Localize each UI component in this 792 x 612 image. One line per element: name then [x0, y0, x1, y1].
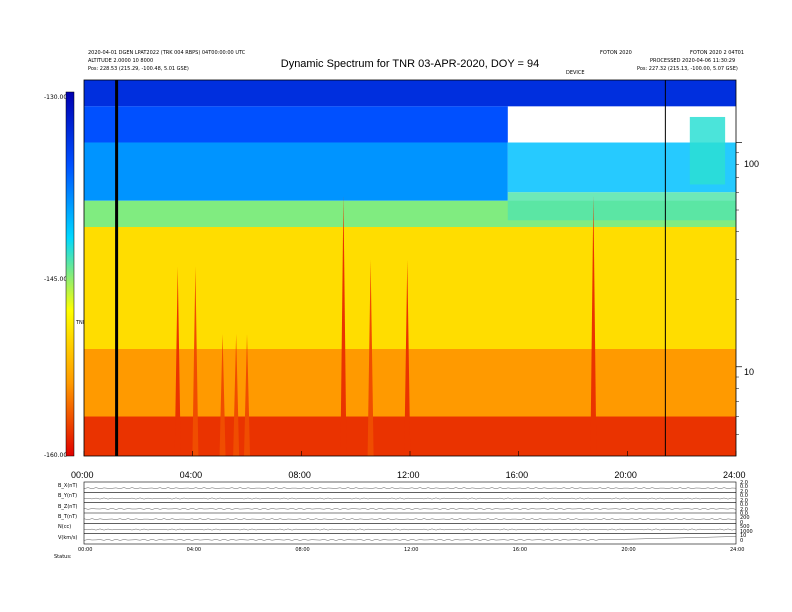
header-right-line1: FOTON 2020: [600, 50, 632, 56]
sub-panel-label: V(km/s): [58, 534, 78, 541]
sub-panel-trace: [83, 518, 736, 521]
spectrum-burst-5: [340, 195, 347, 457]
sub-panel-right-tick: 1000: [740, 528, 753, 535]
spectrum-burst-1: [192, 266, 199, 456]
sub-panel-right-tick: 0.0: [740, 511, 748, 517]
sub-panel-right-tick: 0: [740, 537, 744, 544]
y-tick-100: 100: [744, 159, 760, 169]
sub-panel-label: B_X(nT): [58, 483, 78, 489]
spectrum-band-0: [84, 80, 736, 107]
spectrum-burst-4: [244, 333, 250, 456]
sub-panel-x-tick: 04:00: [186, 547, 202, 553]
spectrum-band-1: [84, 106, 508, 143]
sub-panel-right-tick: 500: [740, 524, 750, 531]
spectrum-overlay-2: [689, 116, 726, 185]
sub-panel-x-tick: 08:00: [295, 547, 310, 553]
chart-title: Dynamic Spectrum for TNR 03-APR-2020, DO…: [280, 58, 540, 70]
sub-panel-right-tick: 2.0: [740, 488, 748, 495]
sub-panel-right-tick: 2.0: [740, 480, 748, 486]
spectrum-burst-0: [174, 266, 181, 456]
x-tick-label: 20:00: [614, 470, 637, 480]
sub-panel-trace: [83, 528, 737, 531]
header-center-small: DEVICE: [566, 70, 585, 76]
sub-panel-right-tick: 0.0: [740, 493, 748, 500]
spectrum-area: [84, 80, 736, 457]
spectrum-band-2: [84, 142, 508, 201]
sub-panel-x-tick: 20:00: [621, 547, 636, 553]
x-tick-label: 16:00: [505, 470, 529, 480]
x-tick-label: 04:00: [179, 470, 203, 480]
header-left-line3: Pos: 228.53 (215.29, -100.48, 5.01 GSE): [88, 66, 189, 72]
sub-panels: [83, 481, 737, 545]
y-tick-10: 10: [744, 367, 755, 377]
sub-panel-x-tick: 00:00: [78, 547, 93, 553]
sub-panel-label: B_Z(nT): [58, 503, 78, 510]
header-left-line2: ALTITUDE 2.0000 10 8000: [88, 58, 154, 64]
spectrum-burst-3: [233, 333, 240, 456]
sub-panel-trace: [83, 487, 737, 490]
sub-panel-label: N(cc): [58, 524, 72, 531]
sub-panel-trace: [83, 536, 737, 541]
spectrum-burst-7: [404, 259, 411, 456]
colorbar: [65, 91, 75, 457]
spectrum-band-5: [84, 349, 736, 417]
sub-panel-right-tick: 0.0: [740, 502, 748, 509]
header-right-line4: Pos: 227.32 (215.13, -100.00, 5.07 GSE): [637, 66, 738, 72]
x-tick-label: 08:00: [288, 470, 311, 480]
colorbar-tick-bottom: -160.00: [44, 452, 68, 459]
sub-panel-footer-label: Status:: [54, 554, 72, 560]
sub-panel-right-tick: 10: [740, 533, 747, 540]
axes: [83, 142, 742, 456]
sub-panel-right-tick: 200: [740, 515, 750, 522]
spectrum-overlay-1: [507, 192, 736, 221]
header-left-line1: 2020-04-01 DGEN LPAT2022 (TRK 004 RBPS) …: [88, 50, 246, 56]
spectrum-burst-6: [367, 259, 374, 456]
header-right-line2: FOTON 2020 2 04T01: [690, 50, 744, 56]
colorbar-tick-top: -130.00: [44, 94, 68, 101]
spectrum-burst-8: [590, 195, 597, 457]
spectrum-burst-2: [219, 333, 226, 456]
sub-panel-trace: [83, 497, 737, 500]
sub-panel-x-tick: 12:00: [404, 547, 419, 553]
x-tick-label: 00:00: [71, 470, 94, 480]
spectrum-band-4: [84, 226, 736, 350]
sub-panel-x-tick: 24:00: [730, 547, 745, 553]
sub-panel-right-tick: 2.0: [740, 506, 748, 513]
colorbar-tick-mid: -145.00: [44, 276, 68, 283]
sub-panel-label: B_Y(nT): [58, 493, 78, 500]
colorbar-label: TNR: [76, 320, 87, 326]
x-tick-label: 24:00: [723, 470, 746, 480]
header-right-line3: PROCESSED 2020-04-06 11:30:29: [650, 58, 736, 64]
sub-panel-x-tick: 16:00: [512, 547, 528, 553]
sub-panel-label: B_T(nT): [58, 514, 78, 520]
sub-panel-right-tick: 2.0: [740, 497, 748, 504]
sub-panel-right-tick: 0: [740, 519, 744, 526]
sub-panel-right-tick: 0.0: [740, 484, 748, 491]
sub-panel-trace: [83, 508, 737, 510]
x-tick-label: 12:00: [397, 470, 420, 480]
